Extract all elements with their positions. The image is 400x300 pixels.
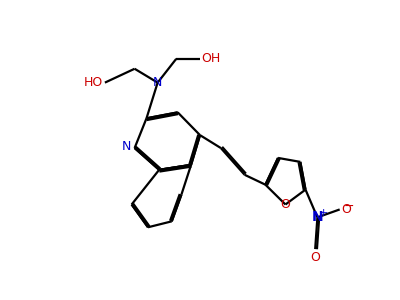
Text: OH: OH — [202, 52, 221, 65]
Text: +: + — [319, 208, 329, 218]
Text: −: − — [343, 200, 354, 213]
Text: N: N — [122, 140, 131, 153]
Text: N: N — [312, 210, 323, 224]
Text: N: N — [153, 76, 162, 89]
Text: O: O — [310, 250, 320, 264]
Text: O: O — [341, 203, 351, 216]
Text: O: O — [280, 198, 290, 211]
Text: HO: HO — [84, 76, 104, 89]
